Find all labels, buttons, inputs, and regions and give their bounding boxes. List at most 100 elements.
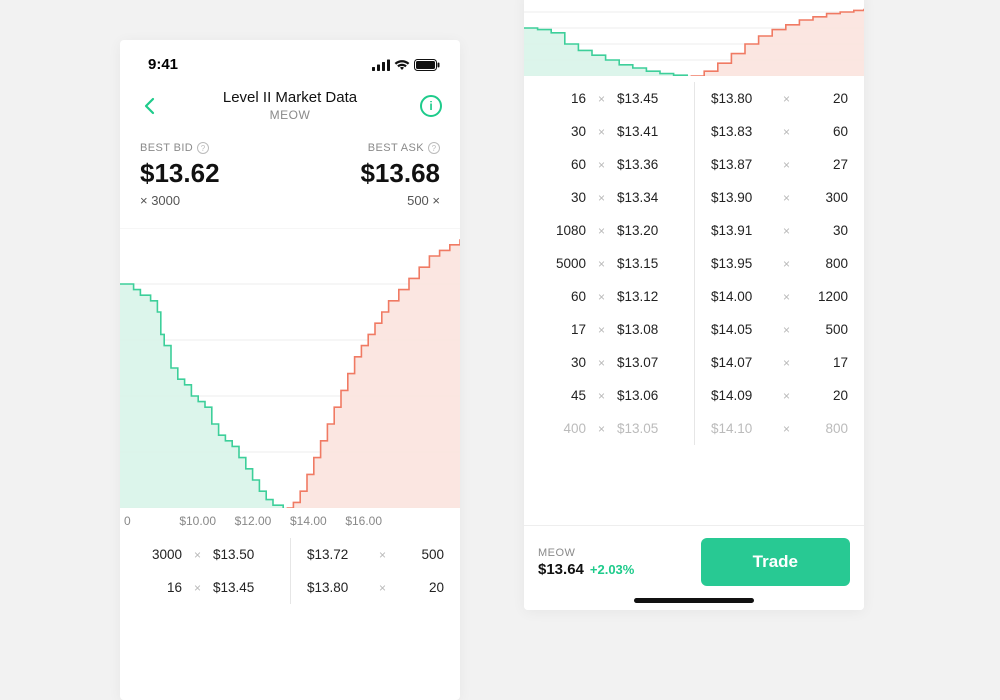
times-icon: ×: [771, 389, 802, 403]
times-icon: ×: [771, 92, 802, 106]
help-icon[interactable]: ?: [197, 142, 209, 154]
ask-price: $14.09: [711, 388, 771, 403]
bid-qty: 16: [540, 91, 586, 106]
ask-side: $13.80 × 20: [290, 580, 444, 595]
bid-qty: 30: [540, 124, 586, 139]
bid-price: $13.50: [213, 547, 273, 562]
help-icon[interactable]: ?: [428, 142, 440, 154]
ask-price: $14.07: [711, 355, 771, 370]
orderbook-preview: 3000 × $13.50 $13.72 × 500 16 × $13.45 $…: [120, 532, 460, 604]
ask-side: $13.83 × 60: [694, 124, 848, 139]
times-icon: ×: [771, 290, 802, 304]
ask-qty: 300: [802, 190, 848, 205]
ask-side: $13.95 × 800: [694, 256, 848, 271]
bid-side: 30 × $13.07: [540, 355, 694, 370]
ask-price: $14.05: [711, 322, 771, 337]
phone-screen-orderbook: 16 × $13.45 $13.80 × 20 30 × $13.41 $13.…: [524, 0, 864, 610]
bid-qty: 16: [136, 580, 182, 595]
ask-price: $13.80: [307, 580, 367, 595]
ask-qty: 60: [802, 124, 848, 139]
bid-side: 3000 × $13.50: [136, 547, 290, 562]
ask-qty: 20: [802, 91, 848, 106]
depth-chart[interactable]: [120, 228, 460, 508]
best-ask-price: $13.68: [360, 158, 440, 189]
bid-qty: 5000: [540, 256, 586, 271]
bid-side: 400 × $13.05: [540, 421, 694, 436]
home-indicator[interactable]: [634, 598, 754, 603]
best-ask-label: BEST ASK: [368, 142, 424, 154]
bid-qty: 30: [540, 190, 586, 205]
best-bid-ask: BEST BID? $13.62 × 3000 BEST ASK? $13.68…: [120, 136, 460, 222]
x-tick: $16.00: [345, 514, 400, 528]
ask-side: $14.09 × 20: [694, 388, 848, 403]
bid-price: $13.45: [617, 91, 677, 106]
ask-side: $13.80 × 20: [694, 91, 848, 106]
chevron-left-icon: [142, 97, 156, 115]
ask-price: $13.91: [711, 223, 771, 238]
times-icon: ×: [586, 92, 617, 106]
ask-qty: 20: [802, 388, 848, 403]
times-icon: ×: [586, 422, 617, 436]
best-bid-price: $13.62: [140, 158, 220, 189]
ask-qty: 500: [398, 547, 444, 562]
times-icon: ×: [182, 548, 213, 562]
nav-title: Level II Market Data MEOW: [223, 89, 357, 122]
bid-qty: 400: [540, 421, 586, 436]
orderbook-divider: [694, 82, 695, 445]
x-tick: $12.00: [235, 514, 290, 528]
times-icon: ×: [182, 581, 213, 595]
orderbook[interactable]: 16 × $13.45 $13.80 × 20 30 × $13.41 $13.…: [524, 76, 864, 445]
best-bid: BEST BID? $13.62 × 3000: [140, 142, 220, 208]
status-bar: 9:41: [120, 40, 460, 81]
nav-subtitle: MEOW: [223, 108, 357, 122]
bid-qty: 45: [540, 388, 586, 403]
bid-price: $13.45: [213, 580, 273, 595]
bid-price: $13.06: [617, 388, 677, 403]
times-icon: ×: [771, 356, 802, 370]
ask-qty: 800: [802, 256, 848, 271]
times-icon: ×: [586, 224, 617, 238]
bid-side: 30 × $13.41: [540, 124, 694, 139]
bid-qty: 60: [540, 289, 586, 304]
ask-qty: 17: [802, 355, 848, 370]
trade-button[interactable]: Trade: [701, 538, 850, 586]
bid-qty: 1080: [540, 223, 586, 238]
bid-price: $13.34: [617, 190, 677, 205]
times-icon: ×: [586, 191, 617, 205]
times-icon: ×: [586, 323, 617, 337]
footer-change: +2.03%: [590, 562, 634, 577]
x-tick: 0: [124, 514, 179, 528]
best-ask: BEST ASK? $13.68 500 ×: [360, 142, 440, 208]
nav-title-text: Level II Market Data: [223, 89, 357, 106]
bid-qty: 30: [540, 355, 586, 370]
depth-chart-svg: [120, 228, 460, 508]
bid-side: 30 × $13.34: [540, 190, 694, 205]
ask-price: $13.90: [711, 190, 771, 205]
bid-price: $13.12: [617, 289, 677, 304]
ask-price: $13.87: [711, 157, 771, 172]
bid-qty: 17: [540, 322, 586, 337]
back-button[interactable]: [138, 95, 160, 117]
times-icon: ×: [586, 257, 617, 271]
cellular-icon: [372, 59, 390, 71]
depth-chart-mini[interactable]: [524, 0, 864, 76]
x-axis: 0$10.00$12.00$14.00$16.00: [120, 508, 460, 532]
bid-price: $13.08: [617, 322, 677, 337]
footer-price: $13.64: [538, 561, 584, 578]
x-tick: [401, 514, 456, 528]
bid-side: 16 × $13.45: [136, 580, 290, 595]
ask-price: $13.83: [711, 124, 771, 139]
times-icon: ×: [771, 224, 802, 238]
info-button[interactable]: i: [420, 95, 442, 117]
ask-side: $14.00 × 1200: [694, 289, 848, 304]
times-icon: ×: [771, 125, 802, 139]
bid-price: $13.36: [617, 157, 677, 172]
ask-qty: 27: [802, 157, 848, 172]
best-bid-label: BEST BID: [140, 142, 193, 154]
bid-side: 5000 × $13.15: [540, 256, 694, 271]
best-ask-qty: 500 ×: [360, 193, 440, 208]
times-icon: ×: [367, 548, 398, 562]
depth-chart-mini-svg: [524, 0, 864, 76]
bid-price: $13.20: [617, 223, 677, 238]
info-icon: i: [429, 99, 432, 113]
